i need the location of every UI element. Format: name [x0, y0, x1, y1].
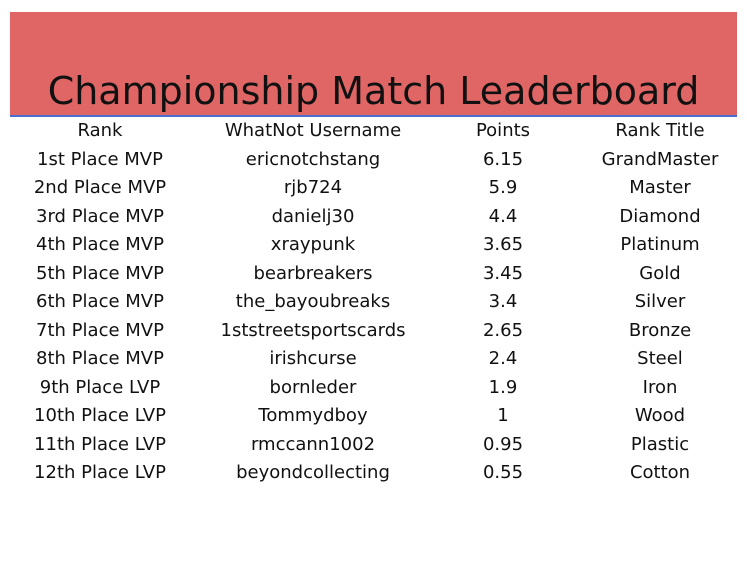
rank-title-cell: Iron: [642, 376, 678, 398]
points-cell: 3.4: [488, 291, 518, 312]
rank-title-cell: Platinum: [620, 234, 700, 255]
username-cell: rjb724: [283, 177, 343, 198]
column-header: Rank: [77, 120, 123, 141]
rank-title-cell: Plastic: [630, 433, 690, 455]
rank-cell: 6th Place MVP: [36, 291, 164, 312]
title: Championship Match Leaderboard: [47, 69, 700, 113]
rank-cell: 4th Place MVP: [36, 234, 164, 255]
username-cell: danielj30: [271, 205, 355, 227]
rank-title-cell: Bronze: [628, 319, 692, 341]
rank-cell: 12th Place LVP: [34, 462, 166, 483]
column-header: Points: [475, 120, 531, 141]
table-row: 10th Place LVP Tommydboy 1 Wood: [0, 402, 747, 431]
rank-cell: 1st Place MVP: [37, 148, 163, 170]
table-row: 4th Place MVP xraypunk 3.65 Platinum: [0, 231, 747, 260]
rank-cell: 9th Place LVP: [39, 376, 161, 398]
username-cell: 1ststreetsportscards: [220, 319, 406, 341]
username-cell: beyondcollecting: [236, 462, 390, 483]
username-cell: the_bayoubreaks: [235, 291, 391, 312]
rank-cell: 10th Place LVP: [34, 405, 166, 426]
table-row: 2nd Place MVP rjb724 5.9 Master: [0, 174, 747, 203]
username-cell: ericnotchstang: [245, 148, 381, 170]
username-cell: rmccann1002: [250, 433, 376, 455]
rank-title-cell: Gold: [639, 262, 681, 284]
column-header: Rank Title: [615, 120, 705, 141]
points-cell: 1: [497, 405, 509, 426]
rank-title-cell: Silver: [634, 291, 686, 312]
table-row: 12th Place LVP beyondcollecting 0.55 Cotton: [0, 459, 747, 488]
rank-cell: 5th Place MVP: [36, 262, 164, 284]
table-row: 1st Place MVP ericnotchstang 6.15 GrandMast…: [0, 146, 747, 175]
rank-title-cell: Diamond: [619, 205, 701, 227]
rank-cell: 11th Place LVP: [34, 433, 166, 455]
rank-cell: 3rd Place MVP: [36, 205, 164, 227]
points-cell: 0.95: [482, 433, 524, 455]
header-row: Rank WhatNot Username Points Rank Title: [0, 117, 747, 146]
rank-title-cell: Wood: [634, 405, 686, 426]
rank-title-cell: GrandMaster: [601, 148, 719, 170]
points-cell: 0.55: [482, 462, 524, 483]
points-cell: 2.65: [482, 319, 524, 341]
rank-title-cell: Steel: [637, 348, 683, 369]
header-banner: Championship Match Leaderboard: [10, 12, 737, 117]
rank-cell: 8th Place MVP: [36, 348, 164, 369]
points-cell: 5.9: [488, 177, 518, 198]
table-row: 3rd Place MVP danielj30 4.4 Diamond: [0, 203, 747, 232]
table-row: 5th Place MVP bearbreakers 3.45 Gold: [0, 260, 747, 289]
table-row: 11th Place LVP rmccann1002 0.95 Plastic: [0, 431, 747, 460]
table-row: 8th Place MVP irishcurse 2.4 Steel: [0, 345, 747, 374]
column-header: WhatNot Username: [224, 120, 402, 141]
username-cell: bornleder: [269, 376, 357, 398]
points-cell: 3.65: [482, 234, 524, 255]
rank-title-cell: Cotton: [629, 462, 691, 483]
table-row: 7th Place MVP 1ststreetsportscards 2.65 Bro…: [0, 317, 747, 346]
rank-cell: 2nd Place MVP: [33, 177, 167, 198]
username-cell: Tommydboy: [258, 405, 368, 426]
points-cell: 3.45: [482, 262, 524, 284]
rank-cell: 7th Place MVP: [36, 319, 164, 341]
points-cell: 2.4: [488, 348, 518, 369]
leaderboard-table: Rank WhatNot Username Points Rank Title 1st …: [0, 117, 747, 488]
points-cell: 6.15: [482, 148, 524, 170]
username-cell: xraypunk: [270, 234, 356, 255]
table-row: 6th Place MVP the_bayoubreaks 3.4 Silver: [0, 288, 747, 317]
username-cell: bearbreakers: [253, 262, 373, 284]
table-row: 9th Place LVP bornleder 1.9 Iron: [0, 374, 747, 403]
points-cell: 4.4: [488, 205, 518, 227]
rank-title-cell: Master: [629, 177, 691, 198]
username-cell: irishcurse: [269, 348, 357, 369]
points-cell: 1.9: [488, 376, 518, 398]
